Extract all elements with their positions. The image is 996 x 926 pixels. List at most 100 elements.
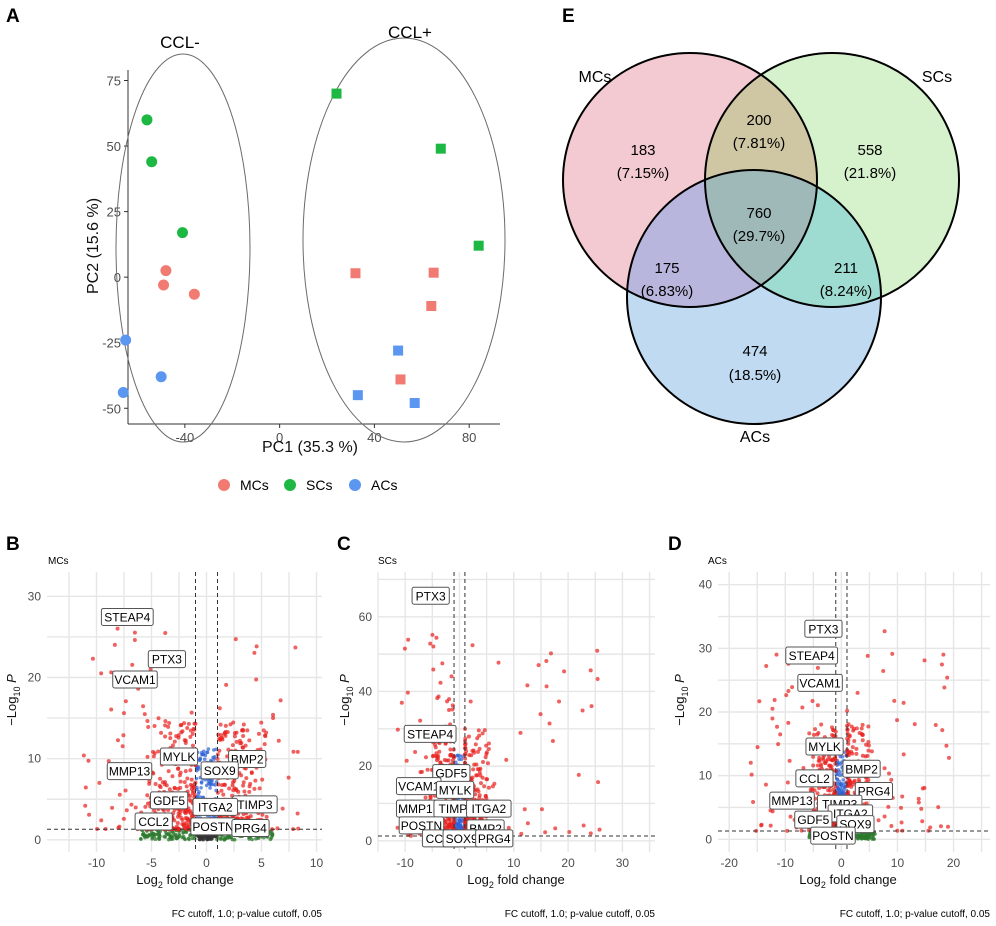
volcano-point-sig bbox=[260, 777, 265, 782]
volcano-point-sig bbox=[179, 816, 184, 821]
volcano-point-sig bbox=[547, 721, 552, 726]
volcano-point-sig bbox=[901, 700, 906, 705]
gene-label-sox9: SOX9 bbox=[200, 761, 239, 780]
volcano-point-sig bbox=[242, 789, 247, 794]
volcano-point-sig bbox=[869, 749, 874, 754]
volcano-point-sig bbox=[186, 721, 191, 726]
gene-label-text: MMP13 bbox=[109, 765, 151, 779]
volcano-point-sig bbox=[227, 786, 232, 791]
volcano-x-tick-label: 10 bbox=[507, 856, 521, 870]
volcano-x-tick-label: -10 bbox=[777, 856, 795, 870]
svg-text:Log2 fold change: Log2 fold change bbox=[136, 872, 234, 890]
gene-label-gdf5: GDF5 bbox=[150, 791, 189, 810]
volcano-point-sig bbox=[946, 755, 951, 760]
volcano-point-sig bbox=[855, 690, 860, 695]
volcano-point-sig bbox=[259, 720, 264, 725]
volcano-x-tick-label: 30 bbox=[616, 856, 630, 870]
volcano-point-sig bbox=[768, 823, 773, 828]
volcano-y-tick-label: 20 bbox=[28, 671, 42, 685]
volcano-point-sig bbox=[115, 626, 120, 631]
gene-label-text: VCAM1 bbox=[398, 780, 440, 794]
volcano-point-sig bbox=[942, 685, 947, 690]
ccl-plus-label: CCL+ bbox=[388, 23, 432, 42]
gene-label-mmp13: MMP13 bbox=[106, 762, 153, 781]
volcano-point-sig bbox=[449, 674, 454, 679]
volcano-point-sig bbox=[296, 826, 301, 831]
legend-label-scs: SCs bbox=[306, 477, 332, 493]
volcano-point-sig bbox=[218, 736, 223, 741]
volcano-point-ns bbox=[164, 831, 168, 835]
pca-point-scs-ccl-plus bbox=[331, 88, 342, 99]
volcano-point-sig bbox=[218, 722, 223, 727]
volcano-point-sig bbox=[163, 734, 168, 739]
volcano-point-sig bbox=[830, 727, 835, 732]
volcano-point-sig bbox=[518, 730, 523, 735]
volcano-point-sig bbox=[440, 661, 445, 666]
volcano-point-p-only bbox=[205, 750, 210, 754]
volcano-point-sig bbox=[589, 704, 594, 709]
legend-swatch-acs bbox=[349, 479, 361, 491]
gene-label-gdf5: GDF5 bbox=[794, 810, 833, 829]
volcano-point-sig bbox=[544, 684, 549, 689]
volcano-y-tick-label: 0 bbox=[365, 834, 372, 848]
pca-x-tick-label: 0 bbox=[276, 430, 283, 445]
pca-point-mcs-ccl-plus bbox=[428, 267, 439, 278]
volcano-point-sig bbox=[224, 682, 229, 687]
volcano-point-sig bbox=[90, 656, 95, 661]
volcano-point-sig bbox=[156, 749, 161, 754]
gene-label-text: POSTN bbox=[812, 829, 853, 843]
volcano-point-sig bbox=[830, 732, 835, 737]
volcano-point-sig bbox=[425, 767, 430, 772]
volcano-y-tick-label: 0 bbox=[705, 832, 712, 846]
gene-label-itga2: ITGA2 bbox=[466, 799, 512, 818]
volcano-point-sig bbox=[189, 777, 194, 782]
pca-point-scs-ccl-plus bbox=[473, 240, 484, 251]
volcano-point-sig bbox=[484, 743, 489, 748]
gene-label-box bbox=[200, 761, 239, 780]
svg-text:−Log10 P: −Log10 P bbox=[337, 674, 355, 726]
volcano-point-sig bbox=[588, 668, 593, 673]
volcano-point-sig bbox=[217, 706, 222, 711]
volcano-point-sig bbox=[81, 753, 86, 758]
gene-label-postn: POSTN bbox=[810, 826, 856, 845]
volcano-point-sig bbox=[132, 630, 137, 635]
pca-point-acs-ccl-minus bbox=[155, 371, 167, 383]
volcano-point-p-only bbox=[842, 785, 847, 790]
volcano-point-sig bbox=[175, 821, 180, 826]
volcano-point-sig bbox=[755, 745, 760, 750]
gene-label-timp3: TIMP3 bbox=[232, 795, 278, 814]
volcano-point-ns bbox=[183, 837, 187, 842]
pca-point-acs-ccl-minus bbox=[120, 334, 132, 346]
volcano-point-p-only bbox=[838, 762, 843, 766]
venn-outline-mcs bbox=[562, 52, 818, 308]
volcano-plot-mcs: -10 -5 0 5 10 0 10 20 30 STEAP4 PTX3 VCAM1 MYLK BMP2 M… bbox=[28, 572, 323, 870]
volcano-point-sig bbox=[241, 722, 246, 727]
gene-label-box bbox=[192, 797, 239, 816]
pca-legend: MCs SCs ACs bbox=[218, 477, 397, 493]
pca-point-acs-ccl-plus bbox=[352, 390, 363, 401]
volcano-point-p-only bbox=[204, 783, 209, 788]
venn-label-mcs: MCs bbox=[579, 69, 612, 86]
gene-label-text: SOX9 bbox=[204, 764, 236, 778]
volcano-point-sig bbox=[920, 786, 925, 791]
gene-label-itga2: ITGA2 bbox=[192, 797, 239, 816]
volcano-x-tick-label: 20 bbox=[561, 856, 575, 870]
volcano-y-tick-label: 20 bbox=[359, 759, 373, 773]
volcano-point-sig bbox=[922, 658, 927, 663]
volcano-point-sig bbox=[185, 725, 190, 730]
volcano-point-sig bbox=[189, 710, 194, 715]
gene-label-postn: POSTN bbox=[190, 817, 236, 836]
volcano-point-sig bbox=[539, 807, 544, 812]
volcano-point-sig bbox=[186, 824, 191, 829]
gene-label-mylk: MYLK bbox=[436, 780, 475, 799]
gene-label-text: STEAP4 bbox=[407, 727, 453, 741]
volcano-point-sig bbox=[939, 662, 944, 667]
volcano-point-sig bbox=[916, 796, 921, 801]
volcano-point-sig bbox=[788, 814, 793, 819]
pca-point-mcs-ccl-plus bbox=[426, 301, 437, 311]
venn-label-scs: SCs bbox=[922, 69, 952, 86]
volcano-point-sig bbox=[437, 749, 442, 754]
volcano-point-sig bbox=[231, 720, 236, 725]
venn-count-mc: 183 bbox=[630, 142, 655, 159]
volcano-point-sig bbox=[860, 738, 865, 743]
